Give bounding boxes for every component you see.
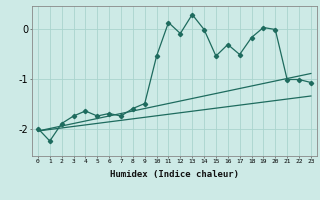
X-axis label: Humidex (Indice chaleur): Humidex (Indice chaleur): [110, 170, 239, 179]
